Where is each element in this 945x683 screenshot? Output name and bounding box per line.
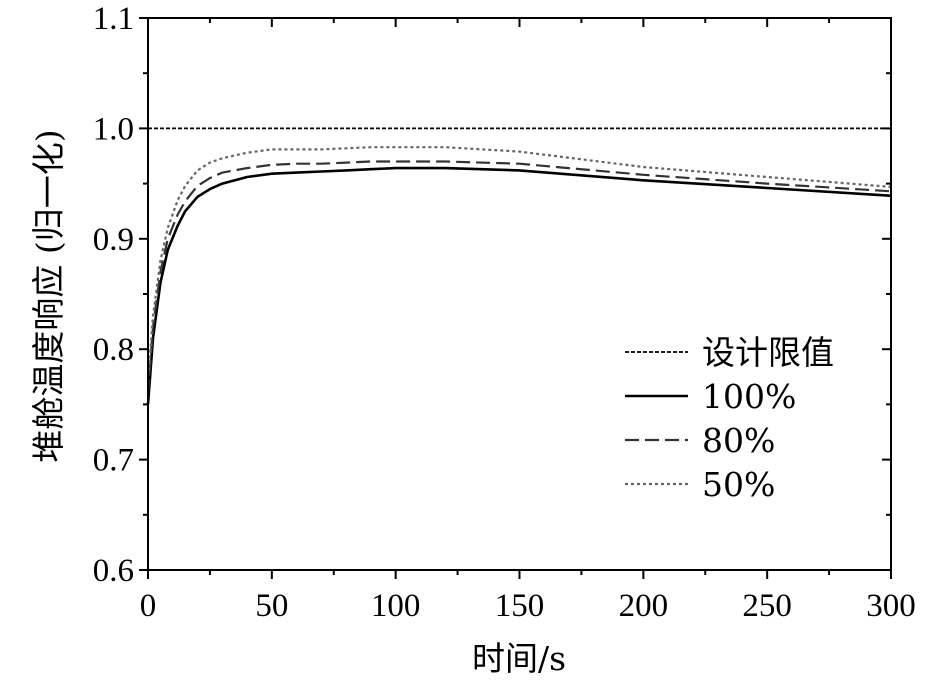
- y-tick-label: 0.6: [93, 553, 134, 589]
- x-tick-label: 300: [866, 588, 916, 624]
- legend-label-2: 80%: [702, 421, 775, 460]
- y-tick-label: 0.7: [93, 443, 134, 479]
- x-tick-label: 0: [140, 588, 157, 624]
- tick-labels: 0 50 100 150 200 250 300 0.6 0.7 0.8 0.9 1.0 1.1: [93, 1, 916, 624]
- series-line-3: [146, 146, 892, 383]
- x-tick-label: 150: [495, 588, 545, 624]
- legend-label-3: 50%: [702, 465, 775, 504]
- y-tick-label: 1.0: [93, 111, 134, 147]
- plot-frame: [147, 17, 892, 571]
- y-tick-label: 0.8: [93, 332, 134, 368]
- x-tick-label: 100: [371, 588, 421, 624]
- y-axis-title: 堆舱温度响应 (归一化): [29, 129, 68, 462]
- y-tick-label: 1.1: [93, 1, 134, 37]
- legend-label-0: 设计限值: [702, 333, 834, 372]
- legend: 设计限值 100% 80% 50%: [625, 333, 834, 504]
- legend-label-1: 100%: [702, 377, 796, 416]
- x-tick-label: 200: [619, 588, 669, 624]
- x-tick-label: 50: [255, 588, 288, 624]
- series-line-2: [146, 160, 892, 394]
- series-line-1: [146, 166, 892, 405]
- series-layer: [146, 127, 892, 405]
- x-tick-label: 250: [742, 588, 792, 624]
- y-tick-label: 0.9: [93, 222, 134, 258]
- x-axis-title: 时间/s: [472, 639, 566, 678]
- axes: [139, 17, 892, 579]
